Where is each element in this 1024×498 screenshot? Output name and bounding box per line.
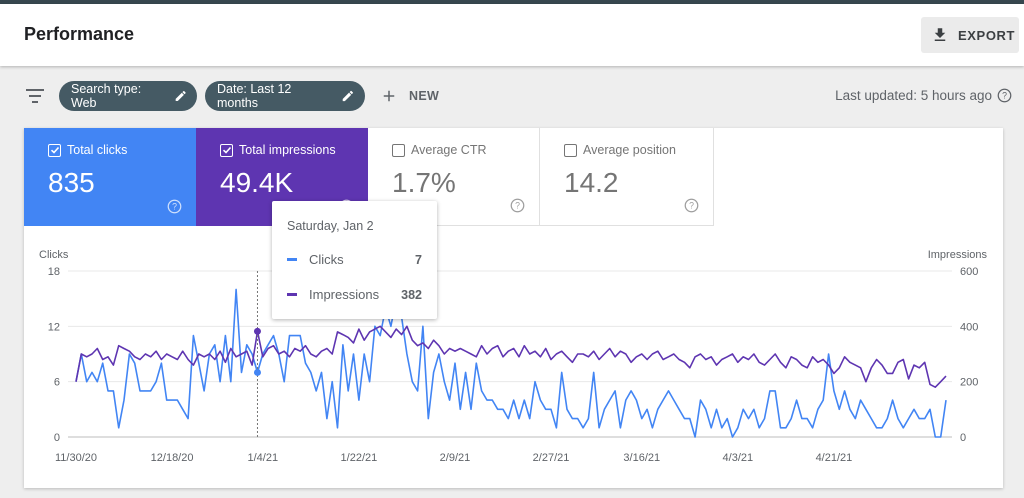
tooltip-series-name: Impressions — [309, 287, 380, 302]
y-axis-left-tick: 12 — [48, 321, 60, 333]
metric-label: Total clicks — [67, 143, 128, 157]
metric-value: 835 — [48, 167, 95, 198]
metric-label: Average CTR — [411, 143, 487, 157]
checkbox-unchecked-icon[interactable] — [392, 143, 405, 157]
checkbox-checked-icon[interactable] — [48, 143, 61, 157]
x-axis-tick: 12/18/20 — [151, 452, 194, 464]
tooltip-row-impressions: Impressions 382 — [287, 287, 422, 302]
tooltip-series-value: 382 — [401, 287, 422, 302]
y-axis-left-tick: 6 — [54, 377, 60, 389]
x-axis-tick: 11/30/20 — [55, 452, 97, 464]
last-updated-text: Last updated: 5 hours ago — [835, 88, 992, 103]
new-filter-label: NEW — [409, 89, 440, 103]
x-axis-tick: 1/4/21 — [248, 452, 279, 464]
checkbox-checked-icon[interactable] — [220, 143, 233, 157]
x-axis-tick: 1/22/21 — [341, 452, 378, 464]
page-title: Performance — [24, 24, 135, 44]
y-axis-left-label: Clicks — [39, 249, 69, 261]
metric-label: Total impressions — [239, 143, 336, 157]
search-type-chip[interactable]: Search type: Web — [59, 81, 197, 111]
help-icon[interactable]: ? — [684, 198, 699, 213]
top-accent-bar — [0, 0, 1024, 4]
tooltip-row-clicks: Clicks 7 — [287, 252, 422, 267]
y-axis-right-tick: 400 — [960, 321, 978, 333]
download-icon — [934, 28, 946, 41]
tooltip-series-value: 7 — [415, 252, 422, 267]
performance-card: 0 6 12 18 0 200 400 600 Clicks Impressions 11/30/2… — [24, 128, 1003, 488]
y-axis-left-tick: 0 — [54, 432, 60, 444]
date-range-label: Date: Last 12 months — [217, 82, 292, 110]
legend-swatch-impressions — [287, 293, 297, 296]
metric-value: 14.2 — [564, 167, 619, 198]
plus-icon — [383, 90, 395, 102]
tooltip-date: Saturday, Jan 2 — [287, 219, 374, 233]
svg-text:?: ? — [515, 201, 520, 211]
x-axis-tick: 2/27/21 — [533, 452, 570, 464]
y-axis-right-label: Impressions — [928, 249, 988, 261]
help-icon[interactable]: ? — [997, 88, 1012, 103]
svg-text:?: ? — [172, 202, 177, 212]
edit-icon — [175, 90, 186, 102]
x-axis-tick: 4/21/21 — [816, 452, 853, 464]
search-type-label: Search type: Web — [71, 82, 142, 110]
export-label: EXPORT — [958, 27, 1016, 43]
y-axis-right-tick: 0 — [960, 432, 966, 444]
metric-value: 49.4K — [220, 167, 294, 198]
help-icon[interactable]: ? — [510, 198, 525, 213]
edit-icon — [343, 90, 354, 102]
help-icon[interactable]: ? — [167, 199, 182, 214]
x-axis-tick: 4/3/21 — [723, 452, 754, 464]
checkbox-unchecked-icon[interactable] — [564, 143, 577, 157]
page-header: Performance EXPORT — [0, 4, 1024, 66]
y-axis-right-tick: 600 — [960, 266, 978, 278]
metric-value: 1.7% — [392, 167, 456, 198]
filter-icon[interactable] — [25, 86, 45, 106]
new-filter-button[interactable]: NEW — [380, 81, 439, 111]
date-range-chip[interactable]: Date: Last 12 months — [205, 81, 365, 111]
x-axis-tick: 2/9/21 — [440, 452, 471, 464]
chart-tooltip: Saturday, Jan 2 Clicks 7 Impressions 382 — [272, 201, 437, 319]
hover-point-impressions — [253, 327, 261, 335]
last-updated: Last updated: 5 hours ago ? — [835, 88, 1012, 103]
metric-label: Average position — [583, 143, 676, 157]
y-axis-left-tick: 18 — [48, 266, 60, 278]
svg-text:?: ? — [689, 201, 694, 211]
hover-point-clicks — [253, 368, 261, 376]
svg-text:?: ? — [1002, 91, 1007, 101]
export-button[interactable]: EXPORT — [921, 17, 1019, 53]
x-axis-tick: 3/16/21 — [623, 452, 660, 464]
performance-chart[interactable]: 0 6 12 18 0 200 400 600 Clicks Impressions 11/30/2… — [24, 128, 1003, 488]
legend-swatch-clicks — [287, 258, 297, 261]
y-axis-right-tick: 200 — [960, 377, 978, 389]
series-line-clicks — [75, 288, 947, 438]
series-line-impressions — [75, 325, 947, 389]
metric-average-position[interactable]: Average position 14.2 ? — [540, 128, 714, 226]
tooltip-series-name: Clicks — [309, 252, 344, 267]
metric-total-clicks[interactable]: Total clicks 835 ? — [24, 128, 196, 226]
